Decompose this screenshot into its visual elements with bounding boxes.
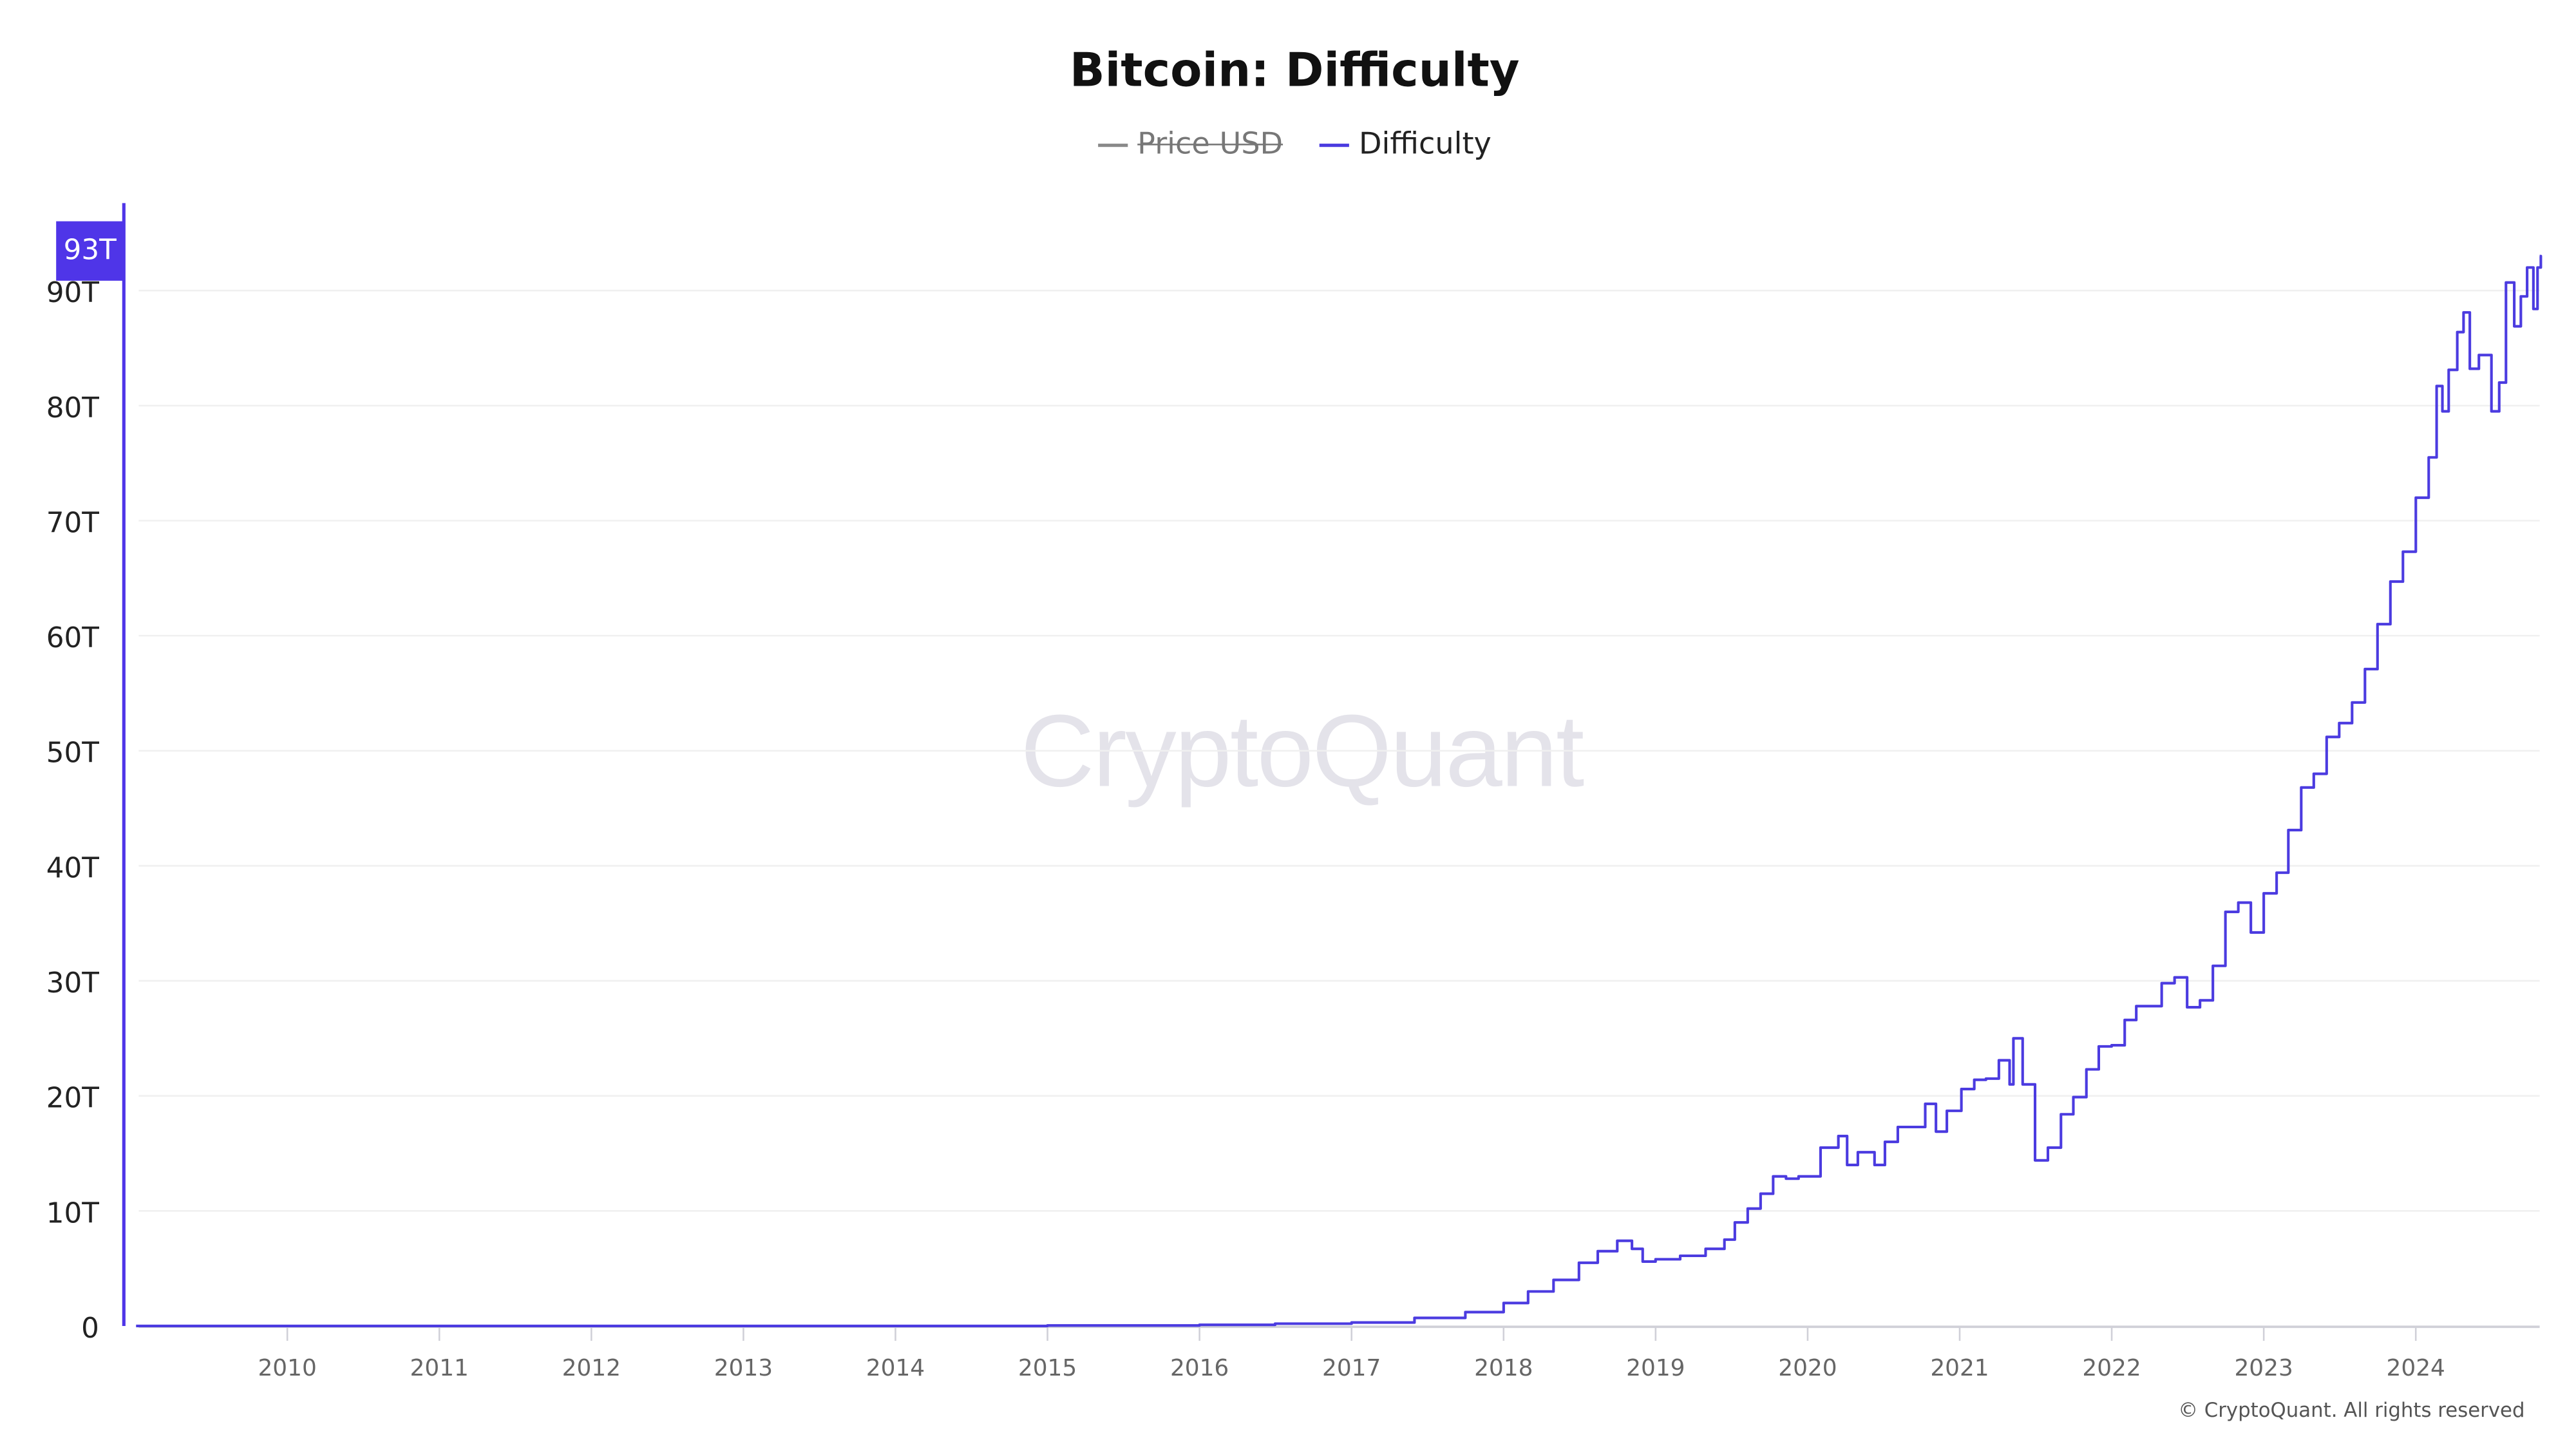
- x-tick-label: 2018: [1474, 1355, 1533, 1381]
- y-tick-label: 40T: [46, 852, 99, 884]
- y-tick-label: 10T: [46, 1197, 99, 1229]
- y-tick-label: 60T: [46, 622, 99, 654]
- x-tick-label: 2017: [1322, 1355, 1381, 1381]
- legend-swatch-difficulty: [1319, 142, 1349, 146]
- y-tick-label: 0: [81, 1312, 99, 1345]
- x-tick-label: 2015: [1018, 1355, 1077, 1381]
- x-tick-label: 2020: [1778, 1355, 1837, 1381]
- y-tick-label: 30T: [46, 967, 99, 999]
- legend-label-difficulty: Difficulty: [1359, 127, 1492, 162]
- y-tick-label: 90T: [46, 277, 99, 309]
- legend-swatch-price-usd: [1097, 142, 1128, 146]
- x-tick-label: 2011: [410, 1355, 469, 1381]
- y-tick-label: 20T: [46, 1083, 99, 1115]
- x-tick-label: 2022: [2082, 1355, 2141, 1381]
- x-tick-label: 2019: [1626, 1355, 1685, 1381]
- x-tick-label: 2021: [1930, 1355, 1989, 1381]
- y-tick-label: 70T: [46, 507, 99, 539]
- legend-item-difficulty[interactable]: Difficulty: [1319, 127, 1492, 162]
- x-tick-label: 2013: [714, 1355, 773, 1381]
- last-value-badge: 93T: [56, 221, 124, 281]
- copyright-text: © CryptoQuant. All rights reserved: [2178, 1398, 2525, 1422]
- y-tick-label: 80T: [46, 392, 99, 424]
- x-tick-label: 2023: [2234, 1355, 2293, 1381]
- chart-title: Bitcoin: Difficulty: [1069, 43, 1520, 98]
- legend-label-price-usd: Price USD: [1137, 127, 1283, 162]
- legend-item-price-usd[interactable]: Price USD: [1097, 127, 1283, 162]
- series-line-difficulty: [136, 254, 2543, 1328]
- x-tick-label: 2010: [258, 1355, 316, 1381]
- x-tick-label: 2024: [2387, 1355, 2445, 1381]
- watermark-logo: CryptoQuant: [1020, 695, 1585, 810]
- x-tick-label: 2012: [562, 1355, 621, 1381]
- x-tick-label: 2016: [1170, 1355, 1229, 1381]
- y-tick-label: 50T: [46, 737, 99, 770]
- x-tick-label: 2014: [866, 1355, 925, 1381]
- legend: Price USD Difficulty: [0, 127, 2576, 162]
